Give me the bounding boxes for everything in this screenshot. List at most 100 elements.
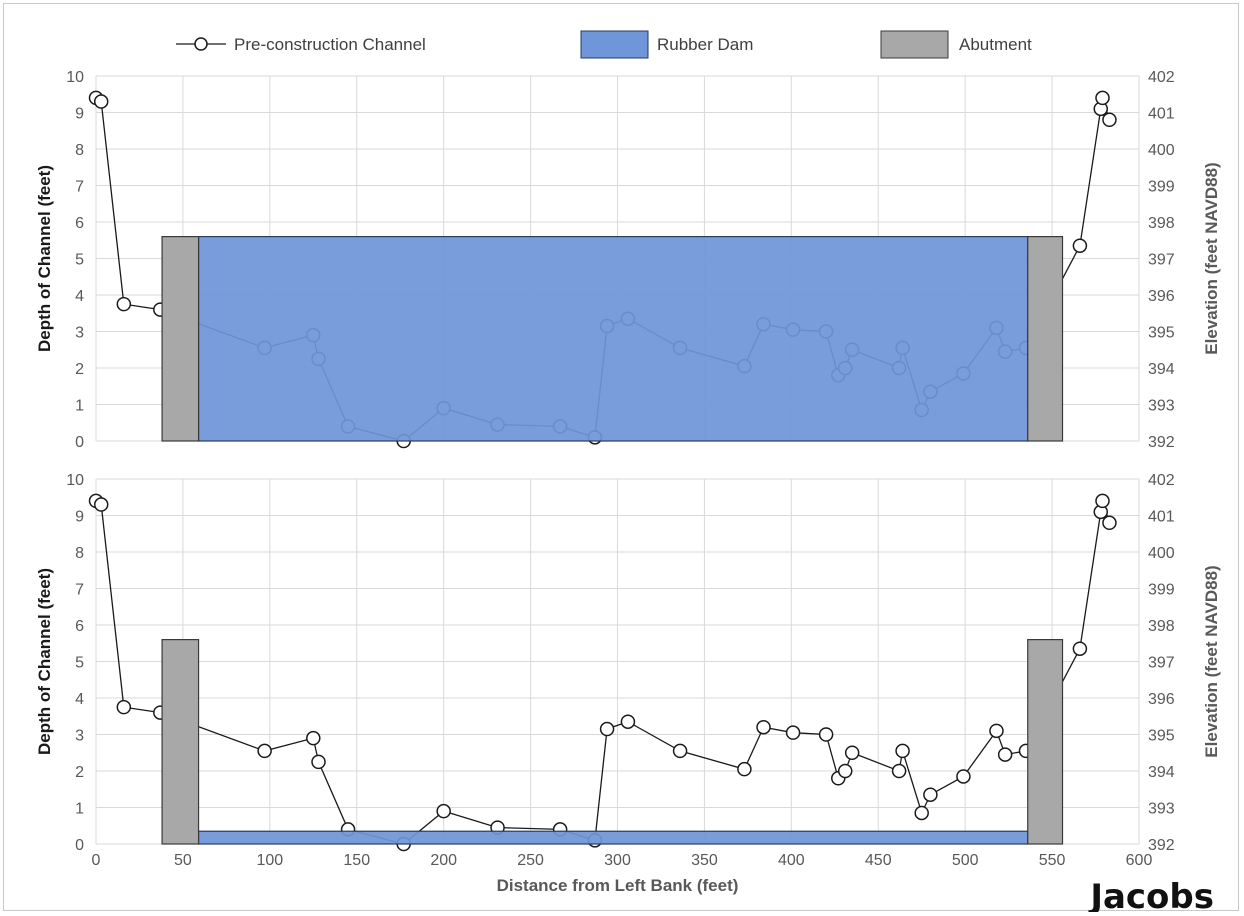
y2-axis-title: Elevation (feet NAVD88) (1202, 162, 1221, 354)
channel-cross-section-chart: Pre-construction Channel Rubber Dam Abutme… (35, 30, 1221, 912)
y-tick-label: 3 (75, 728, 84, 745)
data-point (989, 723, 1004, 739)
data-point (1095, 493, 1110, 509)
x-tick-label: 550 (1039, 852, 1066, 869)
y2-tick-label: 399 (1148, 179, 1175, 196)
y-tick-label: 5 (75, 655, 84, 672)
y-tick-label: 3 (75, 325, 84, 342)
data-point (620, 714, 636, 729)
data-point (891, 763, 907, 779)
legend-box-swatch (880, 30, 949, 59)
y2-tick-label: 393 (1148, 398, 1175, 415)
y2-tick-label: 399 (1148, 582, 1175, 599)
rubber-dam-bar (197, 236, 1029, 442)
chart-panel-top: 0 1 2 3 4 5 6 7 8 9 10 392 393 394 395 396 397 398 399 400 4… (35, 69, 1221, 451)
data-point (311, 754, 326, 770)
data-point (116, 699, 132, 715)
legend-item-pre-construction-channel: Pre-construction Channel (176, 35, 426, 54)
x-tick-label: 100 (256, 852, 283, 869)
x-tick-label: 400 (778, 852, 805, 869)
y2-tick-label: 395 (1148, 728, 1175, 745)
data-point (914, 805, 929, 821)
y2-tick-label: 392 (1148, 434, 1175, 451)
data-point (306, 730, 321, 746)
y-tick-label: 5 (75, 252, 84, 269)
data-point (737, 761, 752, 777)
y-tick-label: 6 (75, 618, 84, 635)
legend-item-rubber-dam: Rubber Dam (580, 30, 753, 59)
series-markers (88, 493, 1117, 852)
legend-label: Pre-construction Channel (234, 35, 426, 54)
legend-item-abutment: Abutment (880, 30, 1032, 59)
data-point (923, 787, 938, 802)
y2-tick-label: 397 (1148, 252, 1175, 269)
y-tick-label: 1 (75, 801, 84, 818)
y2-tick-label: 398 (1148, 618, 1175, 635)
x-tick-label: 250 (517, 852, 544, 869)
y-tick-label: 0 (75, 837, 84, 854)
y-tick-label: 4 (75, 691, 84, 708)
y2-tick-label: 393 (1148, 801, 1175, 818)
x-tick-label: 300 (604, 852, 631, 869)
y-axis-title: Depth of Channel (feet) (35, 165, 54, 352)
jacobs-logo: Jacobs (1088, 877, 1214, 912)
legend: Pre-construction Channel Rubber Dam Abutme… (176, 30, 1032, 59)
abutment-bar-right (1027, 638, 1064, 845)
legend-box-swatch (580, 30, 649, 59)
data-point (599, 721, 615, 737)
y2-tick-label: 394 (1148, 361, 1175, 378)
gridlines (95, 478, 1140, 845)
y2-tick-label: 401 (1148, 106, 1175, 123)
data-point (844, 745, 860, 760)
y2-tick-label: 398 (1148, 215, 1175, 232)
data-point (818, 727, 834, 742)
y-tick-label: 6 (75, 215, 84, 232)
abutment-bar-left (161, 638, 200, 845)
rubber-dam-bar (197, 830, 1029, 845)
y2-tick-label: 400 (1148, 545, 1175, 562)
data-point (93, 497, 109, 512)
x-tick-label: 350 (691, 852, 718, 869)
y2-tick-label: 396 (1148, 691, 1175, 708)
y-tick-label: 8 (75, 142, 84, 159)
x-tick-label: 600 (1126, 852, 1153, 869)
x-axis-title: Distance from Left Bank (feet) (497, 876, 739, 895)
data-point (956, 769, 971, 784)
chart-panel-bottom: 0 1 2 3 4 5 6 7 8 9 10 392 393 394 395 396 397 398 399 400 4… (35, 472, 1221, 895)
data-point (997, 747, 1013, 762)
y2-axis-title: Elevation (feet NAVD88) (1202, 565, 1221, 757)
y-tick-label: 4 (75, 288, 84, 305)
data-point (672, 743, 688, 759)
y-tick-label: 2 (75, 361, 84, 378)
y-tick-label: 0 (75, 434, 84, 451)
data-point (93, 94, 109, 109)
data-point (756, 719, 771, 735)
y2-tick-label: 397 (1148, 655, 1175, 672)
y2-tick-label: 392 (1148, 837, 1175, 854)
y-axis-title: Depth of Channel (feet) (35, 568, 54, 755)
x-tick-label: 200 (430, 852, 457, 869)
data-point (1072, 238, 1088, 253)
x-tick-label: 50 (174, 852, 192, 869)
legend-label: Rubber Dam (657, 35, 753, 54)
data-point (895, 743, 910, 759)
x-tick-label: 0 (92, 852, 101, 869)
x-tick-label: 150 (343, 852, 370, 869)
y-tick-label: 8 (75, 545, 84, 562)
data-point (837, 763, 853, 779)
y-tick-label: 10 (66, 69, 84, 86)
legend-label: Abutment (959, 35, 1032, 54)
data-point (1102, 112, 1117, 128)
data-point (785, 725, 801, 740)
abutment-bar-right (1027, 236, 1064, 442)
x-tick-label: 450 (865, 852, 892, 869)
y2-tick-label: 402 (1148, 472, 1175, 489)
y2-tick-label: 401 (1148, 509, 1175, 526)
y2-tick-label: 402 (1148, 69, 1175, 86)
y-tick-label: 9 (75, 509, 84, 526)
y-tick-label: 2 (75, 764, 84, 781)
legend-marker-swatch (194, 37, 208, 51)
y2-tick-label: 395 (1148, 325, 1175, 342)
figure-frame: Pre-construction Channel Rubber Dam Abutme… (3, 3, 1239, 912)
data-point (436, 803, 451, 819)
